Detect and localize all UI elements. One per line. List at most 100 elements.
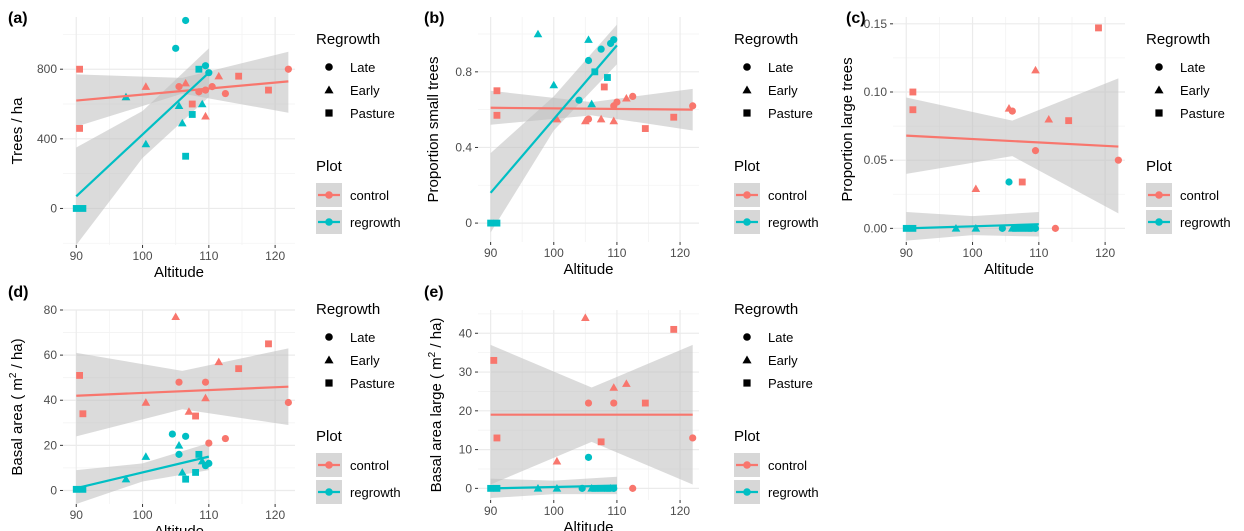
- data-point-control: [214, 71, 224, 80]
- y-tick-label: 0.8: [455, 65, 472, 79]
- data-point-regrowth: [72, 205, 80, 212]
- data-point-control: [641, 399, 649, 407]
- data-point-regrowth: [575, 96, 583, 104]
- data-point-regrowth: [174, 441, 184, 449]
- data-point-control: [1114, 156, 1122, 164]
- data-point-control: [1095, 24, 1102, 32]
- data-point-control: [235, 365, 243, 373]
- data-point-control: [609, 383, 619, 391]
- data-point-regrowth: [121, 474, 131, 483]
- legend-key-triangle: [742, 355, 752, 364]
- legend-label: Late: [768, 330, 793, 345]
- panel-label: (d): [8, 284, 28, 301]
- data-point-control: [175, 378, 183, 386]
- data-point-control: [175, 83, 183, 91]
- data-point-regrowth: [79, 205, 87, 212]
- data-point-regrowth: [584, 35, 593, 43]
- data-point-control: [600, 83, 608, 91]
- legend-label: control: [768, 188, 807, 203]
- legend-title-plot: Plot: [734, 158, 761, 175]
- data-point-regrowth: [584, 453, 593, 461]
- x-tick-label: 100: [133, 249, 153, 263]
- data-point-control: [552, 456, 562, 465]
- legend-key-triangle: [1154, 85, 1164, 94]
- data-point-control: [689, 102, 697, 110]
- x-axis-title: Altitude: [984, 261, 1034, 278]
- data-point-regrowth: [197, 99, 207, 108]
- data-point-regrowth: [587, 99, 596, 108]
- trend-line-regrowth: [75, 71, 210, 198]
- data-point-regrowth: [487, 484, 495, 492]
- data-point-control: [76, 371, 83, 379]
- data-point-control: [641, 125, 649, 132]
- x-tick-label: 110: [199, 508, 218, 522]
- legend-key-dot: [743, 461, 751, 469]
- data-point-control: [622, 379, 631, 387]
- legend-key-circle: [743, 63, 751, 71]
- trend-line-control: [490, 106, 693, 111]
- data-point-control: [971, 184, 981, 193]
- data-point-regrowth: [174, 101, 184, 110]
- x-tick-label: 110: [607, 504, 626, 518]
- x-tick-label: 90: [900, 246, 914, 260]
- panel-label: (b): [424, 10, 444, 27]
- data-point-regrowth: [182, 432, 190, 440]
- trend-line-control: [906, 134, 1119, 148]
- y-tick-label: 40: [459, 326, 473, 340]
- data-point-control: [581, 313, 590, 321]
- x-axis-title: Altitude: [154, 264, 204, 281]
- y-tick-label: 800: [37, 62, 57, 76]
- data-point-control: [493, 111, 501, 119]
- data-point-regrowth: [1031, 224, 1040, 232]
- y-tick-label: 60: [44, 348, 58, 362]
- legend-key-square: [743, 109, 751, 117]
- data-point-control: [622, 93, 631, 102]
- legend-label: Late: [768, 60, 793, 75]
- data-point-control: [221, 89, 229, 98]
- chart-panel-2: 90 100 110 120 0 0.4 0.8 Altitude Proportion sma…: [424, 10, 819, 278]
- panel-label: (a): [8, 10, 28, 27]
- data-point-control: [1018, 178, 1026, 186]
- y-tick-label: 30: [459, 365, 473, 379]
- legend-label: Pasture: [768, 376, 813, 391]
- legend-label: Pasture: [768, 106, 813, 121]
- x-tick-label: 90: [484, 246, 498, 260]
- y-tick-label: 0.15: [864, 17, 888, 31]
- data-point-control: [188, 100, 196, 108]
- legend-label: regrowth: [350, 215, 401, 230]
- y-axis-title: Basal area ( m2 / ha): [8, 338, 26, 475]
- legend-title-plot: Plot: [316, 428, 343, 445]
- data-point-regrowth: [188, 111, 196, 118]
- y-tick-label: 0.4: [455, 140, 472, 154]
- y-tick-label: 0: [50, 483, 57, 497]
- legend-label: Pasture: [1180, 106, 1225, 121]
- data-point-regrowth: [1018, 224, 1026, 232]
- trend-line-regrowth: [76, 455, 210, 490]
- x-axis-title: Altitude: [563, 261, 613, 278]
- legend-key-circle: [325, 63, 333, 71]
- data-point-regrowth: [182, 16, 190, 25]
- data-point-regrowth: [533, 29, 543, 38]
- legend: Regrowth Late Early Pasture Plot control regro…: [734, 31, 819, 234]
- legend-title-plot: Plot: [316, 158, 343, 175]
- data-point-regrowth: [597, 484, 605, 492]
- data-point-control: [205, 439, 213, 447]
- y-tick-label: 0: [465, 216, 472, 230]
- data-point-control: [552, 114, 562, 123]
- y-axis-title: Proportion large trees: [839, 57, 856, 201]
- legend-title-regrowth: Regrowth: [1146, 31, 1210, 48]
- legend-title-regrowth: Regrowth: [734, 301, 798, 318]
- legend-key-dot: [325, 488, 333, 496]
- data-point-regrowth: [201, 62, 210, 70]
- data-point-control: [613, 98, 621, 106]
- chart-panel-1: 90 100 110 120 0 400 800 Altitude Trees / ha (a) R…: [8, 10, 401, 281]
- data-point-control: [221, 434, 229, 443]
- y-tick-label: 0: [465, 481, 472, 495]
- panel-label: (c): [846, 10, 866, 27]
- data-point-control: [1031, 65, 1040, 74]
- legend-key-triangle: [324, 355, 334, 364]
- legend-label: Pasture: [350, 106, 395, 121]
- legend-label: Early: [350, 83, 380, 98]
- data-point-regrowth: [195, 65, 203, 73]
